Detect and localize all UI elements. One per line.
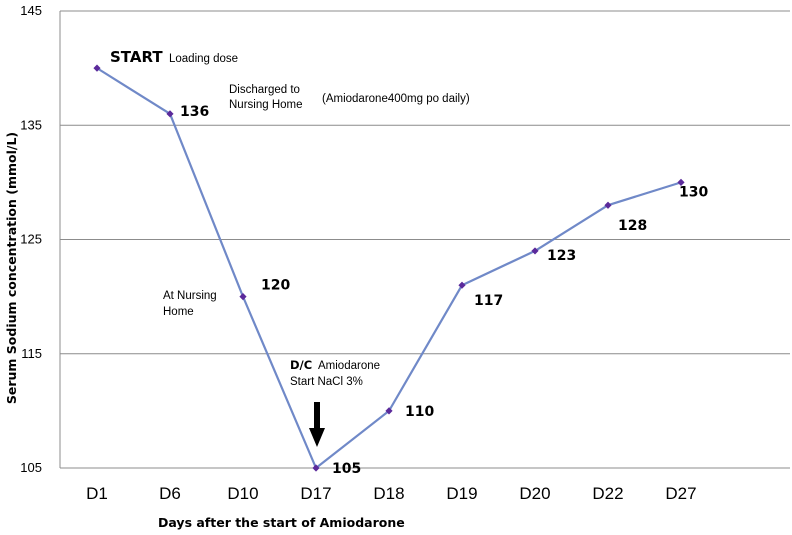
- y-tick-label: 115: [21, 346, 42, 361]
- series-sodium: [93, 64, 685, 472]
- grid-lines: [59, 10, 790, 469]
- x-tick-label: D22: [592, 484, 623, 503]
- y-tick-label: 135: [20, 117, 42, 132]
- y-tick-label: 125: [20, 232, 42, 247]
- discharged-line-2: Nursing Home: [229, 99, 303, 111]
- x-tick-label: D10: [227, 484, 258, 503]
- x-tick-label: D18: [373, 484, 404, 503]
- data-point: [604, 201, 612, 209]
- data-point: [531, 247, 539, 255]
- y-tick-label: 105: [20, 460, 42, 475]
- y-tick-labels: 105 115 125 135 145: [20, 3, 42, 475]
- nursing-line-1: At Nursing: [163, 290, 217, 302]
- x-tick-label: D27: [665, 484, 696, 503]
- x-tick-labels: D1 D6 D10 D17 D18 D19 D20 D22 D27: [86, 484, 696, 503]
- dc-note: Amiodarone: [318, 360, 380, 372]
- data-point: [385, 407, 393, 415]
- nacl-note: Start NaCl 3%: [290, 376, 363, 388]
- down-arrow-icon: [309, 402, 325, 447]
- annotation-nursing-home: At Nursing Home: [163, 290, 217, 318]
- start-note: Loading dose: [169, 53, 238, 65]
- annotation-discharged: Discharged to Nursing Home (Amiodarone40…: [229, 84, 470, 111]
- x-axis-title: Days after the start of Amiodarone: [158, 515, 405, 530]
- data-label: 130: [679, 184, 708, 200]
- data-point: [458, 281, 466, 289]
- data-label: 128: [618, 218, 647, 234]
- x-tick-label: D17: [300, 484, 331, 503]
- data-point: [239, 293, 247, 301]
- data-point: [93, 64, 101, 72]
- x-tick-label: D6: [159, 484, 181, 503]
- data-point: [312, 464, 320, 472]
- x-tick-label: D20: [519, 484, 550, 503]
- dc-label: D/C: [290, 358, 312, 372]
- data-label: 105: [332, 461, 361, 477]
- arrow-head: [309, 428, 325, 447]
- data-label: 110: [405, 404, 434, 420]
- data-label: 120: [261, 278, 290, 294]
- data-point: [677, 178, 685, 186]
- start-label: START: [110, 48, 163, 66]
- data-label: 117: [474, 293, 503, 309]
- regimen-note: (Amiodarone400mg po daily): [322, 93, 470, 105]
- annotation-dc: D/C Amiodarone Start NaCl 3%: [290, 358, 380, 388]
- data-point: [166, 110, 174, 118]
- nursing-line-2: Home: [163, 306, 194, 318]
- arrow-shaft: [314, 402, 320, 430]
- x-tick-label: D1: [86, 484, 108, 503]
- discharged-line-1: Discharged to: [229, 84, 300, 96]
- data-labels: 136 120 105 110 117 123 128 130: [180, 104, 708, 477]
- x-tick-label: D19: [446, 484, 477, 503]
- y-tick-label: 145: [20, 3, 42, 18]
- data-label: 123: [547, 248, 576, 264]
- y-axis-title: Serum Sodium concentration (mmol/L): [4, 132, 19, 404]
- annotation-start: START Loading dose: [110, 48, 238, 66]
- data-label: 136: [180, 104, 209, 120]
